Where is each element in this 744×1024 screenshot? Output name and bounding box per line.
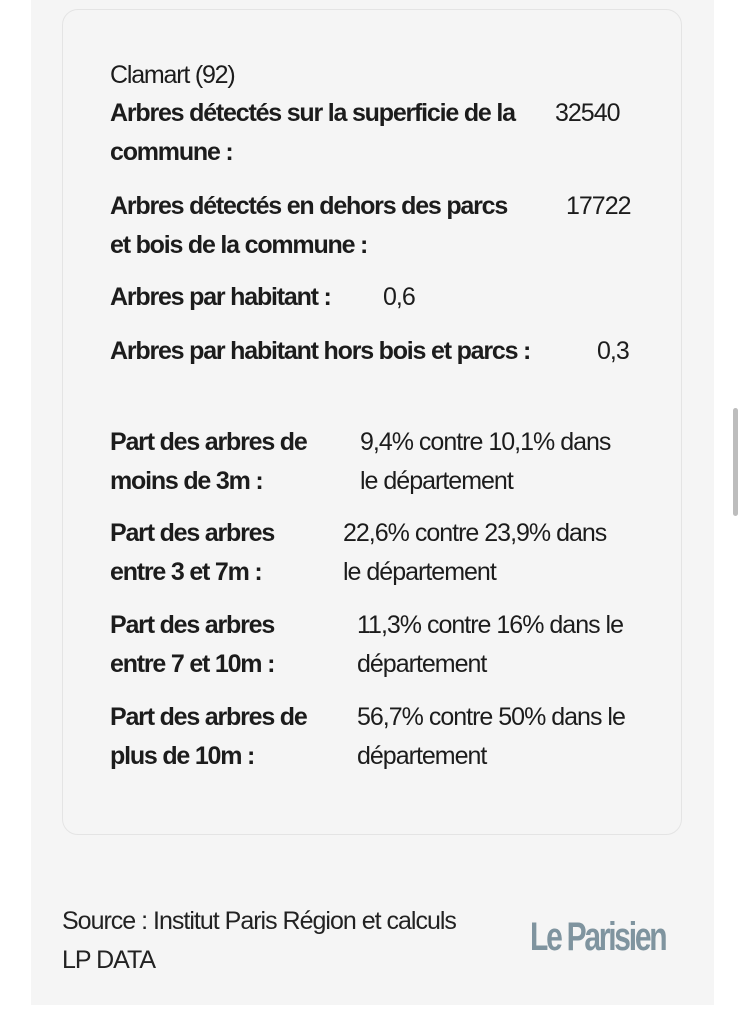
commune-name: Clamart (92)	[110, 61, 236, 89]
row-label: Part des arbres de plus de 10m :	[110, 703, 308, 770]
row-value: 9,4% contre 10,1% dans le département	[360, 428, 611, 495]
row-value: 11,3% contre 16% dans le département	[357, 611, 624, 678]
row-label: Arbres détectés sur la superficie de la …	[110, 99, 516, 166]
row-value: 17722	[566, 192, 632, 220]
scrollbar[interactable]	[733, 408, 738, 516]
row-value: 22,6% contre 23,9% dans le département	[343, 519, 607, 586]
row-label: Part des arbres entre 7 et 10m :	[110, 611, 275, 678]
row-value: 0,6	[383, 283, 416, 311]
data-card	[62, 9, 682, 835]
row-value: 0,3	[597, 337, 630, 365]
row-label: Part des arbres de moins de 3m :	[110, 428, 308, 495]
row-label: Part des arbres entre 3 et 7m :	[110, 519, 275, 586]
source-note: Source : Institut Paris Région et calcul…	[62, 907, 457, 974]
row-label: Arbres par habitant :	[110, 283, 332, 311]
row-label: Arbres détectés en dehors des parcs et b…	[110, 192, 508, 259]
row-value: 56,7% contre 50% dans le département	[357, 703, 626, 770]
row-value: 32540	[555, 99, 621, 127]
row-label: Arbres par habitant hors bois et parcs :	[110, 337, 531, 365]
le-parisien-logo: Le Parisien	[530, 915, 668, 959]
